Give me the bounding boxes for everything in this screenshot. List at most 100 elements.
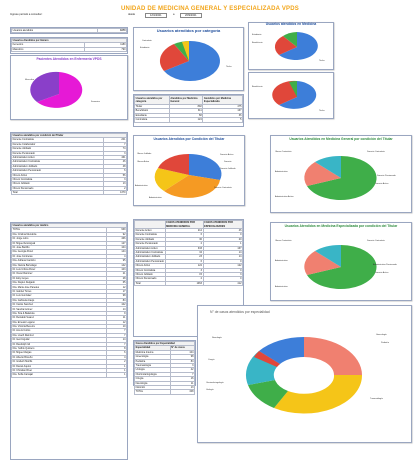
row-label: Administrativo Contratista bbox=[134, 249, 166, 256]
pie-label-beneficiario: Beneficiario bbox=[252, 42, 263, 44]
period-prompt: Ingrese período a consultar: bbox=[10, 13, 43, 16]
categoria-chart-card: Usuarios atendidos por categoría Contrat… bbox=[133, 27, 244, 91]
mg-condicion-pie-chart: Obrero Contratista Docente Contratista A… bbox=[275, 150, 396, 200]
pie-slice-titular bbox=[279, 81, 317, 109]
mg-chart-card: Usuarios atendidos en Medicina Estudiant… bbox=[248, 22, 334, 70]
row-value: 1 bbox=[105, 372, 128, 378]
hasta-label: a bbox=[173, 13, 175, 16]
svg-text:Urología: Urología bbox=[206, 389, 214, 391]
table-row: TOTAL 348 bbox=[134, 389, 196, 395]
condicion-chart-title: Usuarios Atendidos por Condición del Tit… bbox=[153, 137, 225, 141]
pie-slice-femenino bbox=[37, 71, 83, 108]
table-row: Total 1370 bbox=[10, 190, 127, 196]
mg-condicion-chart-card: Usuarios Atendidos en Medicina General p… bbox=[270, 135, 412, 213]
row-label: Dra. Sofía Carvajal bbox=[11, 372, 107, 378]
medico-table: Usuarios atendidos por médico TOTAL 969 Dr… bbox=[10, 222, 128, 460]
condicion-table: Usuarios atendidos por condición del Tit… bbox=[10, 132, 128, 196]
svg-text:Docente Contratista: Docente Contratista bbox=[214, 186, 233, 189]
svg-text:Ginecología: Ginecología bbox=[376, 334, 388, 336]
pie-slice-beneficiario bbox=[272, 80, 297, 105]
table-row: Masculino 790 bbox=[10, 46, 127, 53]
categoria-table: Usuarios atendidos por categoría Atendido… bbox=[133, 94, 244, 127]
row-label: TOTAL bbox=[134, 389, 171, 395]
svg-text:Administrativo Activo: Administrativo Activo bbox=[275, 195, 294, 198]
hasta-input[interactable]: 20/9/2021 bbox=[180, 13, 202, 18]
pie-label-contratista: Contratista bbox=[142, 39, 153, 42]
pie-label-estudiante: Estudiante bbox=[252, 33, 262, 36]
pie-label-masculino: Masculino bbox=[25, 79, 35, 81]
svg-text:Otorrinolaringología: Otorrinolaringología bbox=[206, 381, 224, 384]
svg-text:Docente Jubilado: Docente Jubilado bbox=[220, 167, 236, 170]
mg-chart-title: Usuarios atendidos en Medicina bbox=[265, 22, 317, 26]
svg-text:Obrero Contratista: Obrero Contratista bbox=[275, 150, 292, 153]
table-row: Dra. Sofía Carvajal 1 bbox=[11, 372, 128, 378]
desde-input[interactable]: 1/01/2021 bbox=[145, 13, 167, 18]
condicion-chart-card: Usuarios Atendidos por Condición del Tit… bbox=[133, 135, 245, 206]
row-value: 348 bbox=[169, 389, 196, 395]
pie-label-beneficiario: Beneficiario bbox=[252, 86, 263, 88]
mg-pie-chart: Estudiante Beneficiario Titular bbox=[252, 31, 325, 62]
pie-slice-estudiante bbox=[159, 43, 189, 71]
row-value: 1370 bbox=[103, 190, 127, 196]
usuarios-atendidos-box: Usuarios atendidos 1970 bbox=[10, 27, 128, 34]
table-row: Obrero Activo 122 122 bbox=[134, 263, 244, 269]
svg-text:Neurología: Neurología bbox=[212, 337, 223, 339]
pie-slice-titular bbox=[164, 40, 220, 81]
svg-text:Administrativo: Administrativo bbox=[275, 259, 288, 262]
me-condicion-pie-chart: Obrero Contratista Docente Contratista A… bbox=[275, 239, 398, 289]
genero-table: Usuarios Atendidos por Género Femenino 11… bbox=[10, 37, 128, 54]
pie-label-titular: Titular bbox=[319, 109, 325, 112]
row-value: 412 bbox=[202, 280, 244, 287]
row-label: Administrativo Pensionado bbox=[134, 258, 166, 265]
usuarios-atendidos-label: Usuarios atendidos bbox=[10, 27, 99, 34]
svg-text:Administrativo: Administrativo bbox=[149, 196, 162, 199]
svg-text:Obrero Jubilado: Obrero Jubilado bbox=[137, 153, 152, 155]
pie-slice-titular bbox=[279, 31, 318, 60]
svg-text:Administrativo: Administrativo bbox=[275, 285, 288, 288]
condicion-pie-chart: Obrero Jubilado Obrero Activo Administra… bbox=[135, 153, 236, 199]
svg-text:Cirugía: Cirugía bbox=[208, 359, 215, 361]
pie-slice-obrero bbox=[154, 167, 189, 191]
genero-chart-title: Pacientes Atendidos en Enfermería VPDS bbox=[36, 57, 102, 61]
usuarios-atendidos-value: 1970 bbox=[97, 27, 127, 34]
svg-text:Administrativo: Administrativo bbox=[135, 184, 148, 187]
period-header: Ingrese período a consultar: desde 1/01/… bbox=[10, 13, 410, 18]
especialidad-chart-title: N° de casos atendidos por especialidad bbox=[210, 310, 270, 314]
mg-condicion-chart-title: Usuarios Atendidos en Medicina General p… bbox=[289, 137, 393, 141]
row-value: 1063 bbox=[164, 280, 204, 287]
pie-label-titular: Titular bbox=[319, 59, 325, 62]
pie-slice-beneficiario bbox=[274, 35, 297, 55]
me-pie-chart: Beneficiario Titular bbox=[252, 80, 325, 112]
me-condicion-chart-card: Usuarios Atendidos en Medicina Especiali… bbox=[270, 222, 412, 301]
page-title: UNIDAD DE MEDICINA GENERAL Y ESPECIALIZA… bbox=[121, 6, 299, 12]
table-row: Contratista 124 5 bbox=[134, 117, 243, 123]
svg-text:Obrero Contratista: Obrero Contratista bbox=[275, 239, 292, 242]
genero-chart-card: Pacientes Atendidos en Enfermería VPDS M… bbox=[10, 55, 128, 120]
especialidad-donut-chart: Neurología Ginecología Cirugía Pediatría… bbox=[206, 334, 390, 414]
svg-text:Docente: Docente bbox=[224, 160, 232, 163]
svg-text:Obrero Activo: Obrero Activo bbox=[137, 160, 150, 163]
svg-text:Docente Pensionado: Docente Pensionado bbox=[377, 174, 396, 177]
table-row: Total 1063 412 bbox=[134, 280, 244, 287]
svg-text:Docente Contratista: Docente Contratista bbox=[367, 239, 386, 242]
casos-table: CASOS ATENDIDOS POR MEDICINA GENERAL CASO… bbox=[133, 219, 244, 337]
svg-text:Docente Contratista: Docente Contratista bbox=[367, 150, 386, 153]
categoria-chart-title: Usuarios atendidos por categoría bbox=[156, 28, 221, 33]
svg-text:Administrativo: Administrativo bbox=[275, 170, 288, 173]
genero-pie-chart: Masculino Femenino bbox=[25, 71, 101, 108]
pie-slice-docente-activo bbox=[164, 174, 220, 198]
pie-slice-administrativo bbox=[189, 153, 222, 180]
row-label: Total bbox=[134, 280, 166, 287]
desde-label: desde bbox=[128, 13, 136, 16]
svg-text:Administrativo Pensionado: Administrativo Pensionado bbox=[373, 263, 398, 266]
pie-slice-masculino bbox=[30, 71, 59, 102]
svg-text:Docente Activo: Docente Activo bbox=[375, 271, 389, 274]
svg-text:Docente Activo: Docente Activo bbox=[375, 182, 389, 185]
me-condicion-chart-title: Usuarios Atendidos en Medicina Especiali… bbox=[284, 224, 398, 228]
especialidad-chart-card: N° de casos atendidos por especialidad N… bbox=[197, 305, 412, 443]
pie-label-titular: Titular bbox=[226, 65, 232, 68]
me-chart-card: Beneficiario Titular bbox=[248, 72, 334, 119]
categoria-pie-chart: Contratista Estudiante Titular bbox=[140, 39, 232, 81]
pie-label-estudiante: Estudiante bbox=[140, 46, 150, 49]
pie-slice-estudiante bbox=[283, 31, 297, 47]
